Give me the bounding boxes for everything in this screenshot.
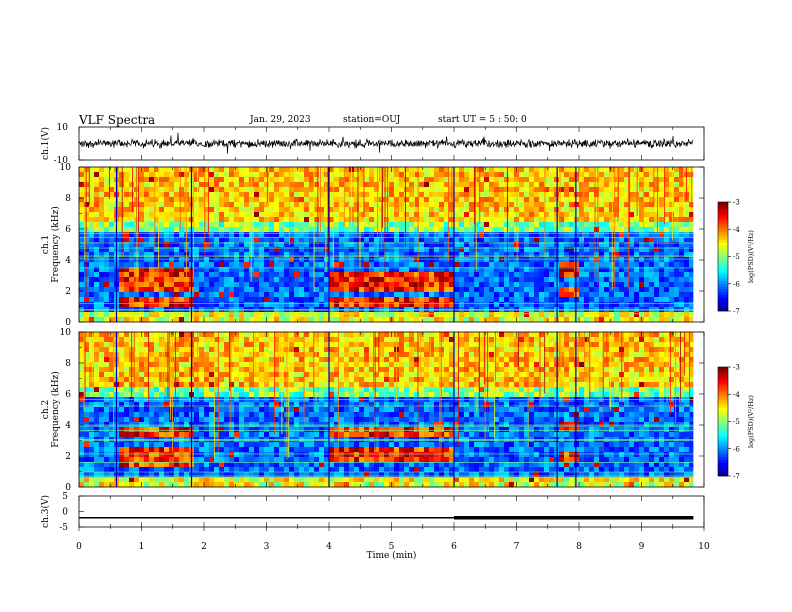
ch1-spectrogram-colorbar-tick-label: -5 (733, 253, 740, 261)
x-tick-label: 6 (451, 542, 457, 552)
ch2-spectrogram-ytick-label: 0 (65, 483, 71, 493)
ch1-spectrogram-channel-label: ch.1 (41, 235, 51, 254)
ch1-spectrogram-colorbar-tick-label: -6 (733, 280, 740, 288)
ch2-spectrogram-ytick-label: 4 (65, 421, 71, 431)
ch2-spectrogram-heatmap (79, 332, 694, 488)
ch1-spectrogram-ytick-label: 4 (65, 256, 71, 266)
x-tick-label: 10 (698, 542, 710, 552)
start-time-label: start UT = 5 : 50: 0 (438, 115, 527, 125)
ch2-spectrogram-colorbar-tick-label: -3 (733, 364, 740, 372)
ch2-spectrogram-ytick-label: 2 (65, 452, 71, 462)
ch2-spectrogram-ylabel: Frequency (kHz) (50, 371, 61, 448)
x-tick-label: 7 (514, 542, 520, 552)
x-tick-label: 5 (389, 542, 395, 552)
ch1-spectrogram-ytick-label: 6 (65, 225, 71, 235)
station-label: station=OUJ (343, 115, 401, 125)
ch1-spectrogram-ytick-label: 8 (65, 194, 71, 204)
ch2-spectrogram-colorbar-tick-label: -6 (733, 445, 740, 453)
x-tick-label: 0 (76, 542, 82, 552)
x-tick-label: 2 (201, 542, 207, 552)
x-ticks (78, 332, 705, 487)
ch2-spectrogram-colorbar (718, 367, 728, 477)
ch1-spectrogram-ytick-label: 0 (65, 318, 71, 328)
ch3-ytick-label: -5 (59, 523, 68, 533)
x-ticks (78, 167, 705, 322)
x-ticks (78, 496, 705, 527)
ch1-waveform-line (78, 132, 694, 154)
x-tick-label: 9 (639, 542, 645, 552)
ch2-spectrogram-ytick-label: 6 (65, 390, 71, 400)
ch2-spectrogram-channel-label: ch.2 (41, 400, 51, 419)
ch3-ytick-label: 5 (62, 492, 68, 502)
ch2-spectrogram-ytick-label: 8 (65, 359, 71, 369)
ch1-spectrogram-ylabel: Frequency (kHz) (50, 206, 61, 283)
date-label: Jan. 29, 2023 (250, 115, 311, 125)
ch1-spectrogram-colorbar-label: log(PSD)(V²/Hz) (747, 230, 755, 283)
x-ticks (78, 127, 705, 160)
ch2-spectrogram-ytick-label: 10 (60, 328, 72, 338)
x-tick-label: 4 (326, 542, 332, 552)
x-tick-label: 1 (139, 542, 145, 552)
x-tick-label: 3 (264, 542, 270, 552)
ch1-ytick-label: 10 (57, 123, 69, 133)
ch1-spectrogram-colorbar (718, 202, 728, 312)
ch3-ylabel: ch.3(V) (40, 495, 51, 528)
ch2-spectrogram-colorbar-tick-label: -4 (733, 391, 740, 399)
x-tick-label: 8 (576, 542, 582, 552)
ch1-spectrogram-heatmap (79, 167, 694, 323)
ch2-spectrogram-colorbar-label: log(PSD)(V²/Hz) (747, 395, 755, 448)
ch1-ytick-label: -10 (54, 156, 69, 166)
ch1-spectrogram-colorbar-tick-label: -3 (733, 199, 740, 207)
ch3-ytick-label: 0 (62, 508, 68, 518)
ch1-spectrogram-nodata (693, 167, 704, 322)
ch1-spectrogram-colorbar-tick-label: -7 (733, 308, 740, 316)
x-axis-label: Time (min) (367, 550, 417, 561)
chart-title: VLF Spectra (79, 113, 156, 127)
ch2-spectrogram-colorbar-tick-label: -5 (733, 418, 740, 426)
ch2-spectrogram-colorbar-tick-label: -7 (733, 473, 740, 481)
ch1-ylabel: ch.1(V) (40, 127, 51, 160)
ch1-spectrogram-colorbar-tick-label: -4 (733, 226, 740, 234)
ch2-spectrogram-nodata (693, 332, 704, 487)
ch1-spectrogram-ytick-label: 10 (60, 163, 72, 173)
ch1-spectrogram-ytick-label: 2 (65, 287, 71, 297)
